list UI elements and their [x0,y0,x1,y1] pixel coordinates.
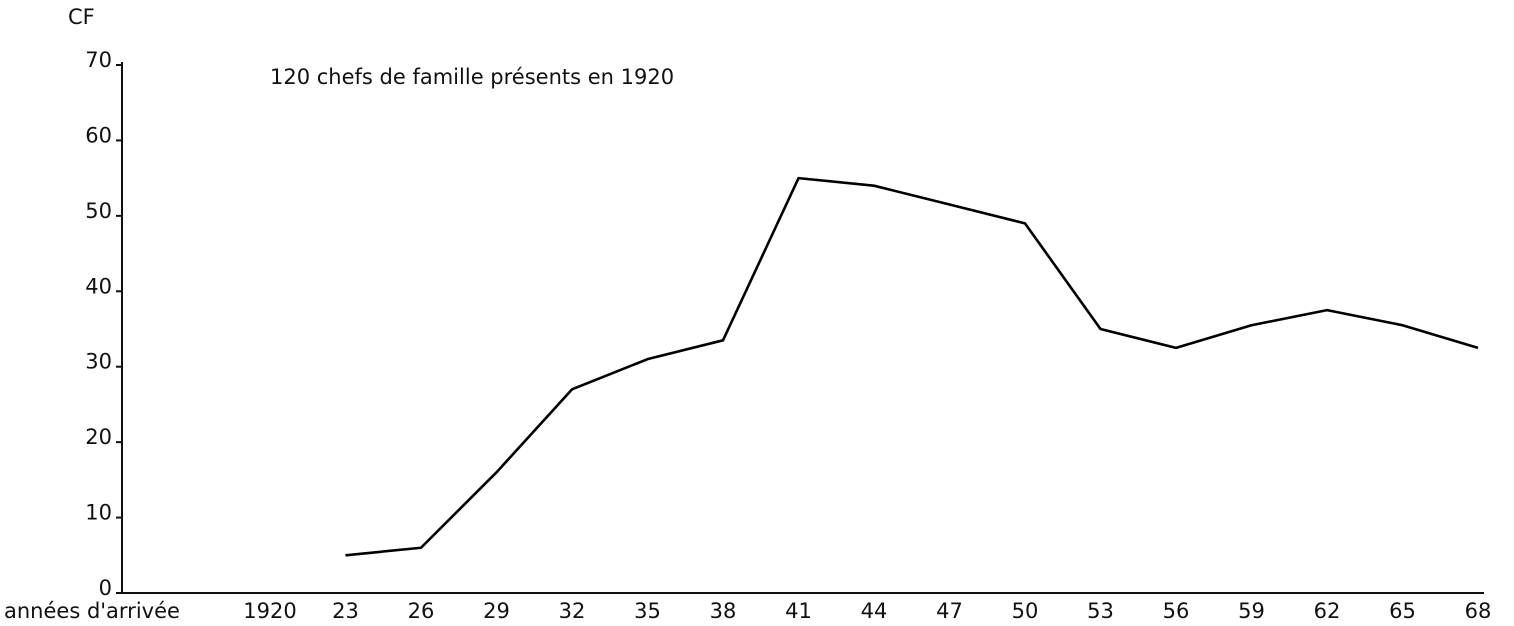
y-tick-label: 30 [85,350,112,374]
y-tick-label: 40 [85,274,112,298]
x-tick-label: 23 [332,599,359,623]
x-tick-label: 62 [1314,599,1341,623]
y-tick-label: 20 [85,425,112,449]
y-tick-label: 70 [85,48,112,72]
y-tick-label: 10 [85,501,112,525]
y-tick-label: 60 [85,123,112,147]
x-tick-label: 1920 [243,599,296,623]
y-axis-label: CF [68,5,95,29]
y-tick-label: 50 [85,199,112,223]
x-tick-label: 65 [1389,599,1416,623]
x-tick-label: 53 [1087,599,1114,623]
x-axis-label: années d'arrivée [4,599,180,623]
x-tick-label: 44 [861,599,888,623]
x-tick-label: 26 [408,599,435,623]
x-tick-label: 59 [1238,599,1265,623]
x-tick-label: 50 [1012,599,1039,623]
x-tick-label: 32 [559,599,586,623]
x-tick-label: 38 [710,599,737,623]
x-tick-label: 41 [785,599,812,623]
x-tick-label: 68 [1465,599,1492,623]
x-tick-label: 35 [634,599,661,623]
x-tick-label: 29 [483,599,510,623]
x-tick-label: 56 [1163,599,1190,623]
x-tick-label: 47 [936,599,963,623]
data-line [345,176,1479,557]
y-tick-label: 0 [99,576,112,600]
chart-title: 120 chefs de famille présents en 1920 [270,65,674,89]
